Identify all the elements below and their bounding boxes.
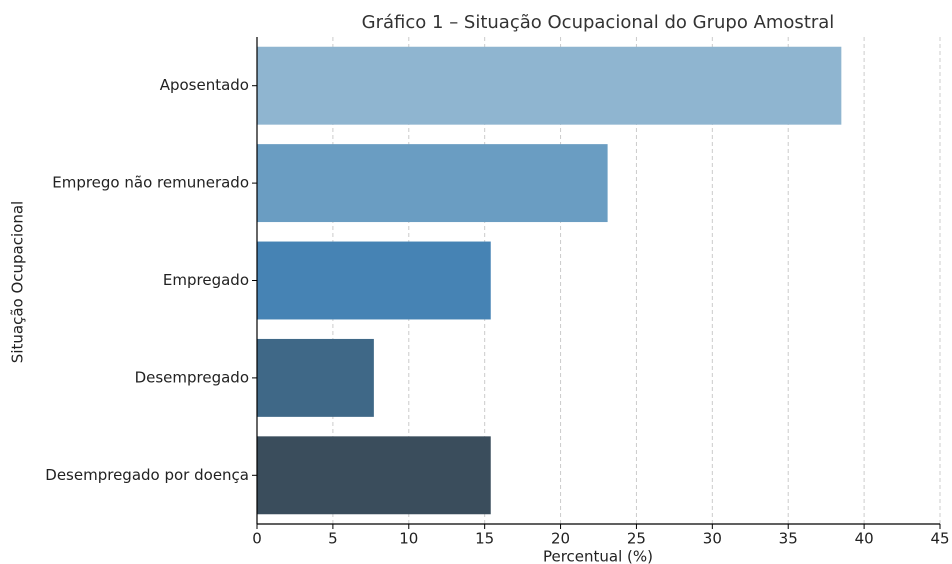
bar [257,436,491,515]
y-tick-label: Empregado [163,271,249,289]
x-tick-label: 10 [399,530,418,548]
x-axis-label: Percentual (%) [543,548,653,564]
x-tick-label: 45 [930,530,949,548]
chart-title: Gráfico 1 – Situação Ocupacional do Grup… [362,12,835,33]
bar [257,46,842,125]
x-tick-label: 30 [703,530,722,548]
x-tick-label: 35 [779,530,798,548]
x-tick-label: 25 [627,530,646,548]
y-tick-label: Desempregado [135,368,249,386]
x-tick-label: 15 [475,530,494,548]
y-tick-label: Emprego não remunerado [52,174,249,192]
y-tick-label: Aposentado [160,76,249,94]
x-tick-label: 40 [855,530,874,548]
y-axis-label: Situação Ocupacional [9,201,27,363]
bar [257,144,608,223]
bar [257,338,374,417]
x-tick-label: 20 [551,530,570,548]
y-tick-label: Desempregado por doença [45,466,249,484]
x-tick-label: 0 [252,530,262,548]
bar [257,241,491,320]
x-tick-label: 5 [328,530,338,548]
